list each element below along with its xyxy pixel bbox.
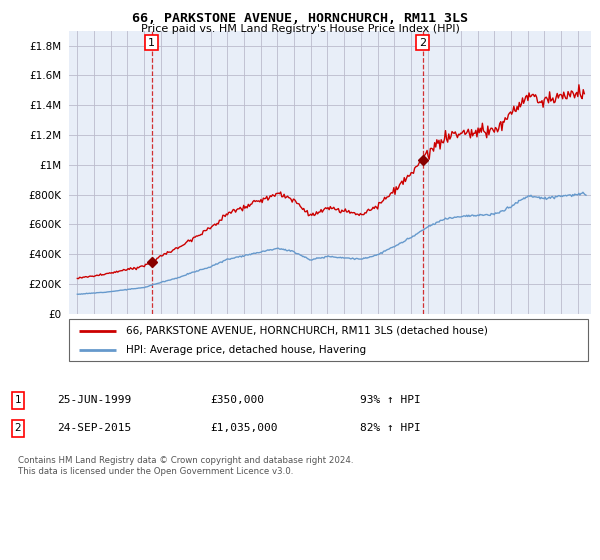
Text: 66, PARKSTONE AVENUE, HORNCHURCH, RM11 3LS: 66, PARKSTONE AVENUE, HORNCHURCH, RM11 3… (132, 12, 468, 25)
Text: 24-SEP-2015: 24-SEP-2015 (57, 423, 131, 433)
Text: 1: 1 (14, 395, 22, 405)
Text: 93% ↑ HPI: 93% ↑ HPI (360, 395, 421, 405)
Text: £1,035,000: £1,035,000 (210, 423, 277, 433)
Text: 2: 2 (419, 38, 426, 48)
Text: Price paid vs. HM Land Registry's House Price Index (HPI): Price paid vs. HM Land Registry's House … (140, 24, 460, 34)
Text: 82% ↑ HPI: 82% ↑ HPI (360, 423, 421, 433)
FancyBboxPatch shape (69, 319, 588, 361)
Text: Contains HM Land Registry data © Crown copyright and database right 2024.
This d: Contains HM Land Registry data © Crown c… (18, 456, 353, 476)
Text: HPI: Average price, detached house, Havering: HPI: Average price, detached house, Have… (126, 345, 366, 355)
Text: £350,000: £350,000 (210, 395, 264, 405)
Text: 25-JUN-1999: 25-JUN-1999 (57, 395, 131, 405)
Text: 66, PARKSTONE AVENUE, HORNCHURCH, RM11 3LS (detached house): 66, PARKSTONE AVENUE, HORNCHURCH, RM11 3… (126, 325, 488, 335)
Text: 2: 2 (14, 423, 22, 433)
Text: 1: 1 (148, 38, 155, 48)
